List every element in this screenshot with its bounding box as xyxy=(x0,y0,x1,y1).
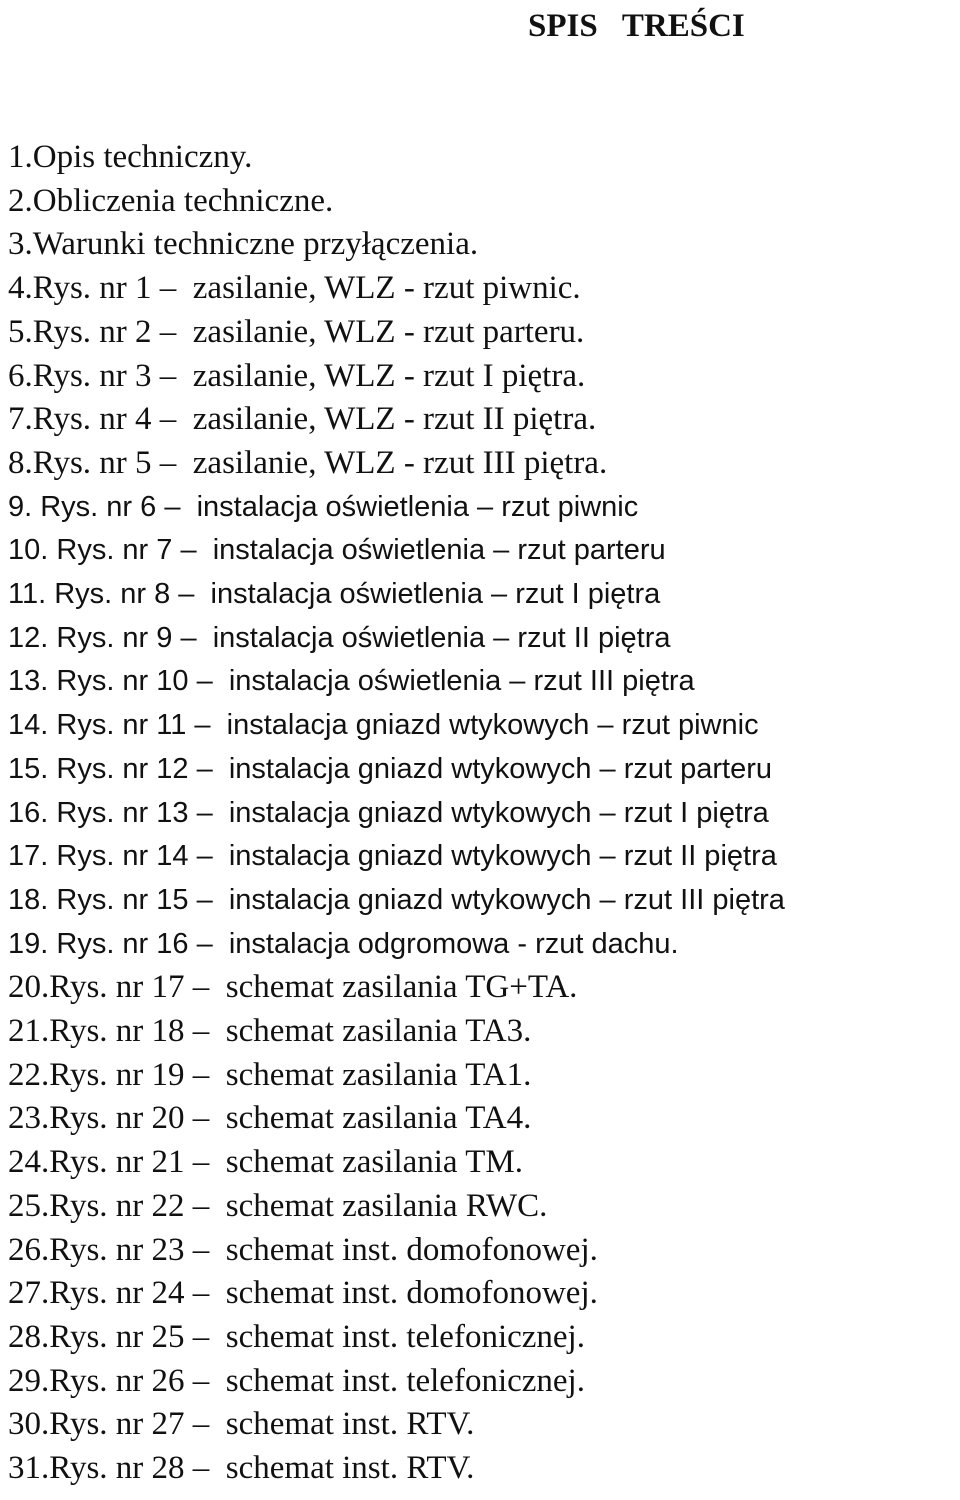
toc-entry: 2.Obliczenia techniczne. xyxy=(8,183,334,219)
toc-entry: 14. Rys. nr 11 – instalacja gniazd wtyko… xyxy=(8,709,759,741)
toc-entry: 12. Rys. nr 9 – instalacja oświetlenia –… xyxy=(8,622,671,654)
toc-entry: 6.Rys. nr 3 – zasilanie, WLZ - rzut I pi… xyxy=(8,358,586,394)
toc-entry: 28.Rys. nr 25 – schemat inst. telefonicz… xyxy=(8,1319,585,1355)
toc-entry: 21.Rys. nr 18 – schemat zasilania TA3. xyxy=(8,1013,532,1049)
toc-entry: 30.Rys. nr 27 – schemat inst. RTV. xyxy=(8,1406,475,1442)
toc-entry: 31.Rys. nr 28 – schemat inst. RTV. xyxy=(8,1450,475,1486)
toc-entry: 26.Rys. nr 23 – schemat inst. domofonowe… xyxy=(8,1232,598,1268)
toc-entry: 5.Rys. nr 2 – zasilanie, WLZ - rzut part… xyxy=(8,314,585,350)
toc-entry: 22.Rys. nr 19 – schemat zasilania TA1. xyxy=(8,1057,532,1093)
toc-entry: 20.Rys. nr 17 – schemat zasilania TG+TA. xyxy=(8,969,578,1005)
toc-entry: 11. Rys. nr 8 – instalacja oświetlenia –… xyxy=(8,578,661,610)
toc-entry: 15. Rys. nr 12 – instalacja gniazd wtyko… xyxy=(8,753,773,785)
toc-entry: 1.Opis techniczny. xyxy=(8,139,253,175)
toc-entry: 16. Rys. nr 13 – instalacja gniazd wtyko… xyxy=(8,797,769,829)
toc-entry: 10. Rys. nr 7 – instalacja oświetlenia –… xyxy=(8,534,666,566)
toc-entry: 8.Rys. nr 5 – zasilanie, WLZ - rzut III … xyxy=(8,445,608,481)
toc-entry: 3.Warunki techniczne przyłączenia. xyxy=(8,226,479,262)
toc-entry: 18. Rys. nr 15 – instalacja gniazd wtyko… xyxy=(8,884,785,916)
toc-entry: 4.Rys. nr 1 – zasilanie, WLZ - rzut piwn… xyxy=(8,270,581,306)
toc-entry: 13. Rys. nr 10 – instalacja oświetlenia … xyxy=(8,665,695,697)
toc-entry: 25.Rys. nr 22 – schemat zasilania RWC. xyxy=(8,1188,548,1224)
toc-entry: 9. Rys. nr 6 – instalacja oświetlenia – … xyxy=(8,491,639,523)
toc-entry: 23.Rys. nr 20 – schemat zasilania TA4. xyxy=(8,1100,532,1136)
toc-entry: 24.Rys. nr 21 – schemat zasilania TM. xyxy=(8,1144,523,1180)
toc-entry: 17. Rys. nr 14 – instalacja gniazd wtyko… xyxy=(8,840,777,872)
page-title: SPIS TREŚCI xyxy=(528,8,745,44)
toc-entry: 29.Rys. nr 26 – schemat inst. telefonicz… xyxy=(8,1363,585,1399)
toc-entry: 7.Rys. nr 4 – zasilanie, WLZ - rzut II p… xyxy=(8,401,597,437)
toc-entry: 27.Rys. nr 24 – schemat inst. domofonowe… xyxy=(8,1275,598,1311)
toc-entry: 19. Rys. nr 16 – instalacja odgromowa - … xyxy=(8,928,679,960)
